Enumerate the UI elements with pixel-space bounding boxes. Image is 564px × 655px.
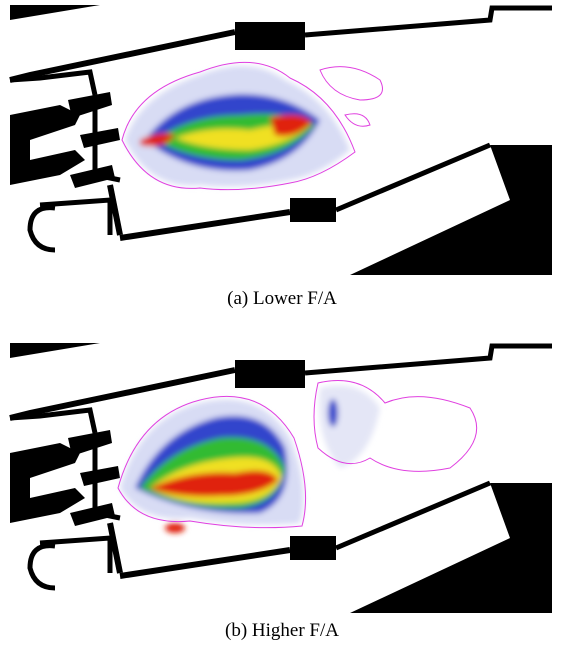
caption: (a) Lower F/A [0, 288, 564, 310]
panel-b-image [0, 338, 564, 618]
figure: (a) Lower F/A (b) Higher F/A [0, 0, 564, 655]
panel-a-image [0, 0, 564, 280]
caption: (b) Higher F/A [0, 620, 564, 642]
